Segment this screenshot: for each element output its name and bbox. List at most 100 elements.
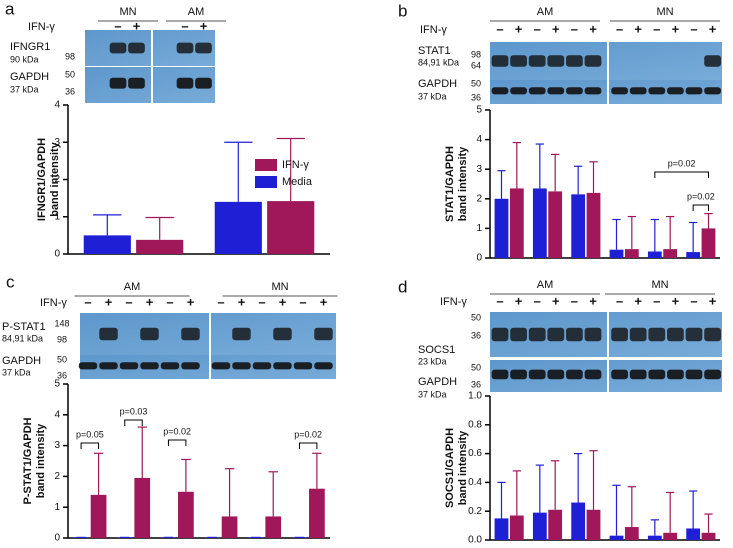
p-value: p=0.02 — [687, 191, 715, 201]
lane-label: + — [515, 293, 523, 308]
marker-label: 50 — [65, 69, 75, 79]
lane-label: + — [709, 21, 717, 36]
lane-label: – — [258, 294, 265, 309]
blot-band — [611, 369, 628, 380]
legend-swatch — [255, 176, 277, 188]
y-axis-label-line: P-STAT1/GAPDH — [22, 417, 34, 504]
group-label: AM — [537, 6, 554, 18]
lane-label: – — [690, 21, 697, 36]
lane-label: – — [571, 293, 578, 308]
lane-label: – — [217, 294, 224, 309]
blot-band — [685, 327, 703, 342]
y-axis-label: SOCS1/GAPDHband intensity — [444, 428, 469, 508]
blot-band — [547, 55, 565, 67]
lane-label: + — [515, 21, 523, 36]
bar — [90, 494, 107, 538]
group-label: AM — [537, 279, 554, 291]
y-tick-label: 1 — [54, 211, 60, 222]
y-tick-label: 0.8 — [468, 419, 482, 430]
blot-band — [584, 55, 602, 67]
blot-band — [314, 327, 333, 341]
bar — [663, 532, 678, 540]
blot-band — [584, 327, 602, 342]
bar — [509, 188, 524, 258]
panel-letter: c — [6, 272, 15, 291]
panel-letter: a — [5, 0, 15, 18]
legend-swatch — [255, 159, 277, 171]
lane-label: + — [146, 294, 154, 309]
bar — [532, 512, 547, 540]
y-axis-label-line: band intensity — [457, 430, 469, 505]
significance-bracket — [124, 419, 143, 426]
blot-band — [176, 42, 194, 54]
blot-strip — [85, 67, 215, 103]
blot-band — [629, 369, 647, 380]
blot-band — [629, 87, 647, 95]
blot-band — [232, 327, 251, 341]
blot-band — [528, 55, 546, 67]
y-tick-label: 2 — [476, 193, 482, 204]
blot-band — [128, 77, 145, 89]
band-label: 37 kDa — [2, 367, 31, 377]
band-label: GAPDH — [418, 376, 457, 388]
blot-band — [176, 77, 194, 89]
y-tick-label: 0.4 — [468, 477, 482, 488]
marker-label: 36 — [471, 330, 481, 340]
y-tick-label: 2 — [54, 174, 60, 185]
y-tick-label: 2 — [54, 471, 60, 482]
y-tick-label: 3 — [54, 137, 60, 148]
lane-label: – — [616, 21, 623, 36]
lane-label: – — [616, 293, 623, 308]
group-label: AM — [188, 6, 205, 18]
y-tick-label: 0.6 — [468, 448, 482, 459]
band-label: 37 kDa — [10, 84, 39, 94]
lane-label: + — [589, 293, 597, 308]
blot-band — [584, 369, 602, 380]
blot-band — [528, 87, 546, 95]
band-label: P-STAT1 — [2, 321, 46, 333]
blot-band — [491, 55, 509, 67]
marker-label: 148 — [54, 318, 69, 328]
band-label: 90 kDa — [10, 54, 39, 64]
bar — [624, 527, 639, 540]
y-tick-label: 3 — [54, 440, 60, 451]
marker-label: 50 — [57, 354, 67, 364]
blot-band — [491, 87, 509, 95]
bar — [624, 249, 639, 258]
blot-band — [667, 87, 684, 95]
blot-band — [528, 327, 546, 342]
blot-band — [547, 87, 565, 95]
significance-bracket — [167, 439, 187, 446]
blot-band — [99, 327, 118, 341]
blot-band — [611, 87, 628, 95]
marker-label: 36 — [65, 86, 75, 96]
blot-band — [566, 369, 583, 380]
legend-label: IFN-γ — [282, 159, 309, 171]
lane-label: + — [200, 18, 208, 33]
lane-label: + — [105, 294, 113, 309]
bar — [686, 528, 701, 540]
bar — [265, 516, 282, 538]
bar — [701, 228, 716, 258]
y-tick-label: 1.0 — [468, 391, 482, 402]
bar — [221, 516, 238, 538]
blot-band — [195, 77, 212, 89]
p-value: p=0.02 — [668, 158, 696, 168]
bar — [309, 488, 325, 538]
lane-label: – — [534, 293, 541, 308]
y-tick-label: 0.2 — [468, 506, 482, 517]
bar — [509, 515, 524, 540]
y-tick-label: 0.0 — [468, 535, 482, 546]
blot-band — [648, 369, 666, 380]
blot-band — [566, 327, 583, 342]
bar — [586, 192, 601, 258]
blot-band — [109, 77, 127, 89]
y-tick-label: 0 — [54, 533, 60, 544]
y-tick-label: 0 — [476, 253, 482, 264]
group-label: MN — [119, 6, 136, 18]
blot-band — [704, 55, 721, 67]
significance-bracket — [80, 442, 100, 449]
bar — [214, 201, 262, 254]
band-label: 37 kDa — [418, 389, 447, 399]
band-label: IFNGR1 — [10, 41, 50, 53]
